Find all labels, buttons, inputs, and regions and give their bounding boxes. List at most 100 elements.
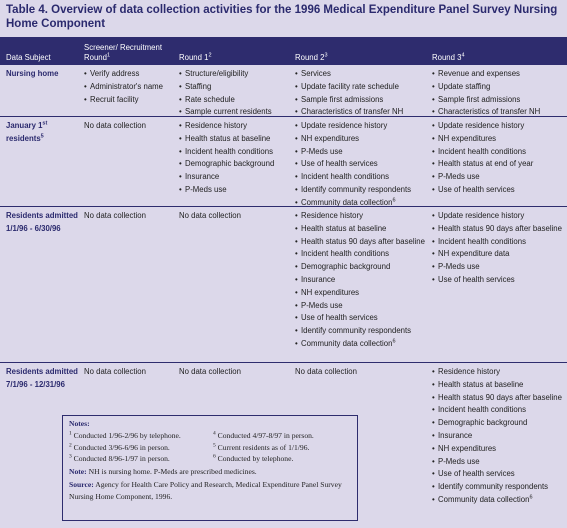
cell: No data collection xyxy=(179,210,291,223)
bullet-item: Services xyxy=(295,68,427,81)
bullet-item: Residence history xyxy=(432,366,564,379)
bullet-item: Demographic background xyxy=(295,261,427,274)
text: Community data collection xyxy=(301,197,393,207)
text: P-Meds use xyxy=(438,172,480,182)
bullet-item: Use of health services xyxy=(295,312,427,325)
cell: No data collection xyxy=(179,366,291,379)
text: residents xyxy=(6,133,41,143)
text: Round 2 xyxy=(295,52,325,62)
note-number: 6 xyxy=(213,453,216,460)
note-number: 3 xyxy=(69,453,72,460)
note-item: 1 Conducted 1/96-2/96 by telephone. xyxy=(69,430,181,442)
text: Insurance xyxy=(301,274,336,284)
text: Update residence history xyxy=(301,121,388,130)
bullet-item: Health status at end of year xyxy=(432,158,564,171)
text: No data collection xyxy=(179,211,241,220)
bullet-item: P-Meds use xyxy=(179,184,291,197)
bullet-item: Health status 90 days after baseline xyxy=(295,236,427,249)
superscript: 4 xyxy=(461,51,465,58)
source-text: Agency for Health Care Policy and Resear… xyxy=(69,480,342,501)
superscript: st xyxy=(42,120,48,127)
text: Demographic background xyxy=(185,159,275,169)
note-label: Note: xyxy=(69,467,87,476)
notes-column: 1 Conducted 1/96-2/96 by telephone. 2 Con… xyxy=(69,430,181,465)
text: Incident health conditions xyxy=(301,249,389,259)
text: P-Meds use xyxy=(438,456,480,466)
text: No data collection xyxy=(295,367,357,376)
bullet-item: Incident health conditions xyxy=(295,248,427,261)
bullet-item: Verify address xyxy=(84,68,176,81)
text: Demographic background xyxy=(438,418,528,428)
superscript: 5 xyxy=(40,133,44,140)
text: Characteristics of transfer NH xyxy=(438,107,541,117)
note-number: 4 xyxy=(213,430,216,437)
text: P-Meds use xyxy=(438,262,480,272)
note-number: 2 xyxy=(69,441,72,448)
text: Incident health conditions xyxy=(438,236,526,246)
bullet-item: Structure/eligibility xyxy=(179,68,291,81)
superscript: 3 xyxy=(324,51,328,58)
superscript: 6 xyxy=(392,197,396,204)
superscript: 6 xyxy=(529,494,533,501)
table-row: Residents admitted 7/1/96 - 12/31/96 No d… xyxy=(0,362,567,528)
bullet-item: NH expenditures xyxy=(295,287,427,300)
text: Recruit facility xyxy=(90,94,139,104)
text: Demographic background xyxy=(301,262,391,272)
notes-title: Notes: xyxy=(69,419,90,428)
bullet-item: Insurance xyxy=(432,430,564,443)
text: Update residence history xyxy=(438,121,525,130)
bullet-item: Community data collection6 xyxy=(295,197,427,210)
cell: Residence history Health status at baseli… xyxy=(179,120,291,197)
bullet-item: P-Meds use xyxy=(295,146,427,159)
text: NH expenditure data xyxy=(438,249,510,259)
cell: Update residence history Health status 90… xyxy=(432,210,564,287)
cell: No data collection xyxy=(84,366,176,379)
text: P-Meds use xyxy=(185,184,227,194)
text: Health status at end of year xyxy=(438,159,534,169)
text: Use of health services xyxy=(301,159,378,169)
bullet-item: Health status at baseline xyxy=(179,133,291,146)
bullet-item: P-Meds use xyxy=(432,456,564,469)
superscript: 1 xyxy=(106,51,111,58)
bullet-item: Community data collection6 xyxy=(432,494,564,507)
cell: Verify address Administrator's name Recrui… xyxy=(84,68,176,106)
text: Screener/ Recruitment Round xyxy=(84,43,162,62)
text: Residents admitted 7/1/96 - 12/31/96 xyxy=(6,367,78,389)
note-text: Current residents as of 1/1/96. xyxy=(217,442,310,452)
cell: Structure/eligibility Staffing Rate schedu… xyxy=(179,68,291,119)
bullet-item: Demographic background xyxy=(432,417,564,430)
bullet-item: Demographic background xyxy=(179,158,291,171)
note-item: 4 Conducted 4/97-8/97 in person. xyxy=(213,430,314,442)
note-text: Conducted by telephone. xyxy=(217,454,294,463)
text: Residence history xyxy=(301,211,363,220)
bullet-item: P-Meds use xyxy=(295,300,427,313)
text: Residence history xyxy=(438,367,500,376)
text: Staffing xyxy=(185,81,212,91)
bullet-item: Characteristics of transfer NH xyxy=(432,106,564,119)
text: Round 1 xyxy=(179,52,209,62)
table-row: Residents admitted 1/1/96 - 6/30/96 No da… xyxy=(0,206,567,363)
row-subject: Residents admitted 7/1/96 - 12/31/96 xyxy=(6,366,78,392)
bullet-item: Community data collection6 xyxy=(295,338,427,351)
text: No data collection xyxy=(84,121,146,130)
note-number: 1 xyxy=(69,430,72,437)
bullet-item: Health status at baseline xyxy=(295,223,427,236)
text: Use of health services xyxy=(301,313,378,323)
bullet-item: Incident health conditions xyxy=(432,404,564,417)
text: Insurance xyxy=(438,430,473,440)
bullet-list: Services Update facility rate schedule Sam… xyxy=(295,68,427,119)
superscript: 2 xyxy=(208,51,212,58)
text: Update residence history xyxy=(438,211,525,220)
bullet-list: Update residence history NH expenditures I… xyxy=(432,120,564,197)
text: Use of health services xyxy=(438,469,515,479)
text: January 1 xyxy=(6,121,43,130)
bullet-item: NH expenditure data xyxy=(432,248,564,261)
table-row: January 1st residents5 No data collection… xyxy=(0,116,567,210)
cell: No data collection xyxy=(84,210,176,223)
bullet-item: Health status at baseline xyxy=(432,379,564,392)
bullet-item: Sample current residents xyxy=(179,106,291,119)
text: Verify address xyxy=(90,69,140,78)
text: Use of health services xyxy=(438,184,515,194)
note-text: Conducted 1/96-2/96 by telephone. xyxy=(73,431,181,440)
note-text: Conducted 3/96-6/96 in person. xyxy=(73,442,170,452)
